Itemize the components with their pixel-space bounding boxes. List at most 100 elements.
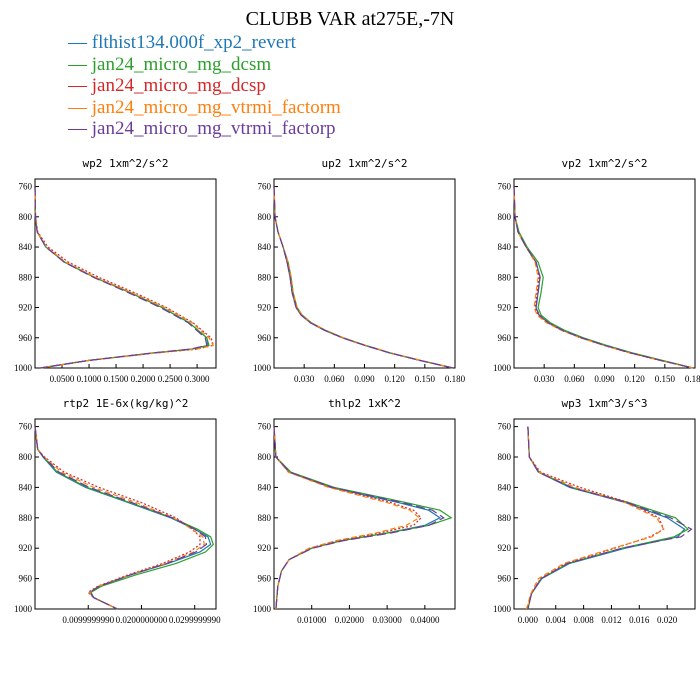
x-tick-label: 0.090 xyxy=(594,374,615,384)
x-tick-label: 0.030 xyxy=(534,374,555,384)
plot-frame xyxy=(513,418,696,610)
x-tick-label: 0.0299999990 xyxy=(169,615,221,625)
plot-frame xyxy=(273,418,456,610)
y-tick-label: 1000 xyxy=(253,363,272,373)
y-tick-label: 960 xyxy=(498,574,512,584)
plot-frame xyxy=(273,178,456,369)
series-line xyxy=(34,426,205,610)
series-line xyxy=(513,186,694,369)
x-tick-label: 0.150 xyxy=(415,374,436,384)
y-tick-label: 920 xyxy=(498,543,512,553)
chart-panel: wp2 1xm^2/s^2 760 800 840 880 920 960 1000 0.050… xyxy=(14,157,217,384)
x-tick-label: 0.016 xyxy=(629,615,650,625)
panel-title: up2 1xm^2/s^2 xyxy=(321,157,407,170)
series-line xyxy=(34,186,215,369)
series-line xyxy=(527,426,693,610)
series-line xyxy=(34,426,201,610)
series-line xyxy=(527,426,686,610)
x-tick-label: 0.1500 xyxy=(104,374,129,384)
legend-label: jan24_micro_mg_dcsp xyxy=(91,75,266,96)
panel-title: vp2 1xm^2/s^2 xyxy=(561,157,647,170)
y-tick-label: 1000 xyxy=(493,363,512,373)
legend-label: jan24_micro_mg_vtrmi_factorm xyxy=(91,96,341,118)
legend-line-icon: — xyxy=(68,96,92,118)
series-line xyxy=(273,426,453,610)
y-tick-label: 760 xyxy=(258,182,272,192)
x-tick-label: 0.060 xyxy=(324,374,345,384)
x-tick-label: 0.180 xyxy=(445,374,466,384)
y-tick-label: 920 xyxy=(258,303,272,313)
x-tick-label: 0.3000 xyxy=(185,374,210,384)
legend-label: flthist134.000f_xp2_revert xyxy=(91,32,296,53)
legend-line-icon: — xyxy=(68,118,92,139)
series-line xyxy=(527,426,690,610)
x-tick-label: 0.000 xyxy=(518,615,539,625)
y-tick-label: 880 xyxy=(19,513,33,523)
y-tick-label: 800 xyxy=(498,212,512,222)
y-tick-label: 800 xyxy=(258,212,272,222)
y-tick-label: 840 xyxy=(258,242,272,252)
chart-panel: rtp2 1E-6x(kg/kg)^2 760 800 840 880 920 960 100… xyxy=(14,397,221,625)
y-tick-label: 800 xyxy=(498,452,512,462)
plot-frame xyxy=(34,178,217,369)
legend: — flthist134.000f_xp2_revert — jan24_mic… xyxy=(68,32,341,140)
y-tick-label: 880 xyxy=(258,513,272,523)
plot-frame xyxy=(34,418,217,610)
y-tick-label: 960 xyxy=(258,574,272,584)
y-tick-label: 840 xyxy=(498,242,512,252)
series-line xyxy=(273,426,442,610)
series-line xyxy=(34,426,214,610)
series-line xyxy=(513,186,694,369)
y-tick-label: 800 xyxy=(19,452,33,462)
series-line xyxy=(273,186,454,369)
y-tick-label: 760 xyxy=(19,182,33,192)
y-tick-label: 840 xyxy=(19,242,33,252)
series-line xyxy=(513,186,694,369)
series-line xyxy=(34,186,208,369)
plot-frame xyxy=(513,178,696,369)
y-tick-label: 960 xyxy=(258,333,272,343)
panel-title: thlp2 1xK^2 xyxy=(328,397,401,410)
x-tick-label: 0.0500 xyxy=(50,374,75,384)
x-tick-label: 0.180 xyxy=(685,374,700,384)
y-tick-label: 880 xyxy=(19,272,33,282)
x-tick-label: 0.150 xyxy=(655,374,676,384)
x-tick-label: 0.004 xyxy=(546,615,567,625)
panel-title: rtp2 1E-6x(kg/kg)^2 xyxy=(63,397,189,410)
series-line xyxy=(273,186,454,369)
x-tick-label: 0.090 xyxy=(354,374,375,384)
series-line xyxy=(513,186,694,369)
legend-item: — jan24_micro_mg_vtrmi_factorp xyxy=(68,118,341,140)
series-line xyxy=(34,186,209,369)
x-tick-label: 0.020 xyxy=(657,615,678,625)
x-tick-label: 0.060 xyxy=(564,374,585,384)
legend-item: — jan24_micro_mg_vtrmi_factorm xyxy=(68,97,341,119)
page-title: CLUBB VAR at275E,-7N xyxy=(245,8,455,30)
y-tick-label: 840 xyxy=(258,482,272,492)
legend-label: jan24_micro_mg_vtrmi_factorp xyxy=(91,118,336,139)
y-tick-label: 880 xyxy=(498,272,512,282)
y-tick-label: 920 xyxy=(258,543,272,553)
x-tick-label: 0.2500 xyxy=(158,374,183,384)
series-line xyxy=(273,186,454,369)
x-tick-label: 0.2000 xyxy=(131,374,156,384)
series-line xyxy=(34,186,215,369)
y-tick-label: 960 xyxy=(19,574,33,584)
y-tick-label: 760 xyxy=(498,182,512,192)
y-tick-label: 960 xyxy=(19,333,33,343)
x-tick-label: 0.0099999990 xyxy=(62,615,114,625)
legend-label: jan24_micro_mg_dcsm xyxy=(91,53,272,75)
x-tick-label: 0.120 xyxy=(625,374,646,384)
x-tick-label: 0.030 xyxy=(294,374,315,384)
y-tick-label: 1000 xyxy=(493,604,512,614)
legend-item: — jan24_micro_mg_dcsp xyxy=(68,75,341,97)
y-tick-label: 1000 xyxy=(14,604,33,614)
panel-title: wp2 1xm^2/s^2 xyxy=(82,157,168,170)
legend-line-icon: — xyxy=(68,53,92,75)
y-tick-label: 920 xyxy=(19,303,33,313)
series-line xyxy=(34,186,210,369)
y-tick-label: 800 xyxy=(19,212,33,222)
chart-panel: up2 1xm^2/s^2 760 800 840 880 920 960 1000 0.030… xyxy=(253,157,466,384)
chart-panel: wp3 1xm^3/s^3 760 800 840 880 920 960 1000 0.000… xyxy=(493,397,696,625)
x-tick-label: 0.02000 xyxy=(335,615,365,625)
